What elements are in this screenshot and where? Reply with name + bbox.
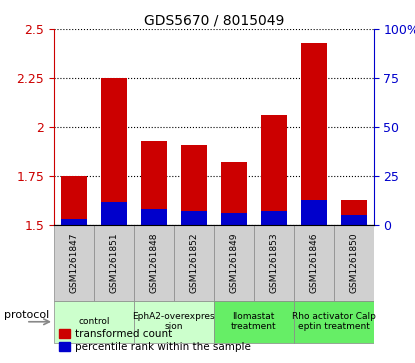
- Legend: transformed count, percentile rank within the sample: transformed count, percentile rank withi…: [59, 329, 251, 352]
- FancyBboxPatch shape: [294, 225, 334, 301]
- Text: EphA2-overexpres
sion: EphA2-overexpres sion: [132, 312, 215, 331]
- Bar: [221, 162, 247, 225]
- FancyBboxPatch shape: [174, 225, 214, 301]
- FancyBboxPatch shape: [254, 225, 294, 301]
- Bar: [141, 141, 167, 225]
- FancyBboxPatch shape: [134, 301, 214, 343]
- FancyBboxPatch shape: [54, 301, 134, 343]
- Text: GSM1261852: GSM1261852: [189, 233, 198, 293]
- Bar: [341, 200, 366, 225]
- Bar: [221, 213, 247, 225]
- Text: GSM1261847: GSM1261847: [69, 233, 78, 293]
- FancyBboxPatch shape: [214, 225, 254, 301]
- Text: protocol: protocol: [4, 310, 49, 319]
- Bar: [181, 211, 207, 225]
- Bar: [101, 78, 127, 225]
- Text: GSM1261850: GSM1261850: [349, 233, 358, 293]
- Bar: [181, 145, 207, 225]
- FancyBboxPatch shape: [334, 225, 374, 301]
- Text: GSM1261851: GSM1261851: [110, 233, 118, 293]
- Bar: [300, 200, 327, 225]
- Text: GSM1261849: GSM1261849: [229, 233, 238, 293]
- FancyBboxPatch shape: [94, 225, 134, 301]
- Bar: [341, 215, 366, 225]
- Text: control: control: [78, 317, 110, 326]
- Text: GSM1261848: GSM1261848: [149, 233, 158, 293]
- Bar: [141, 209, 167, 225]
- Text: Rho activator Calp
eptin treatment: Rho activator Calp eptin treatment: [292, 312, 376, 331]
- Bar: [261, 211, 287, 225]
- FancyBboxPatch shape: [134, 225, 174, 301]
- Bar: [61, 219, 87, 225]
- Text: llomastat
treatment: llomastat treatment: [231, 312, 276, 331]
- FancyBboxPatch shape: [294, 301, 374, 343]
- Bar: [61, 176, 87, 225]
- Text: GSM1261853: GSM1261853: [269, 233, 278, 293]
- FancyBboxPatch shape: [214, 301, 294, 343]
- Bar: [300, 43, 327, 225]
- Text: GSM1261846: GSM1261846: [309, 233, 318, 293]
- Title: GDS5670 / 8015049: GDS5670 / 8015049: [144, 14, 284, 28]
- Bar: [261, 115, 287, 225]
- FancyBboxPatch shape: [54, 225, 94, 301]
- Bar: [101, 201, 127, 225]
